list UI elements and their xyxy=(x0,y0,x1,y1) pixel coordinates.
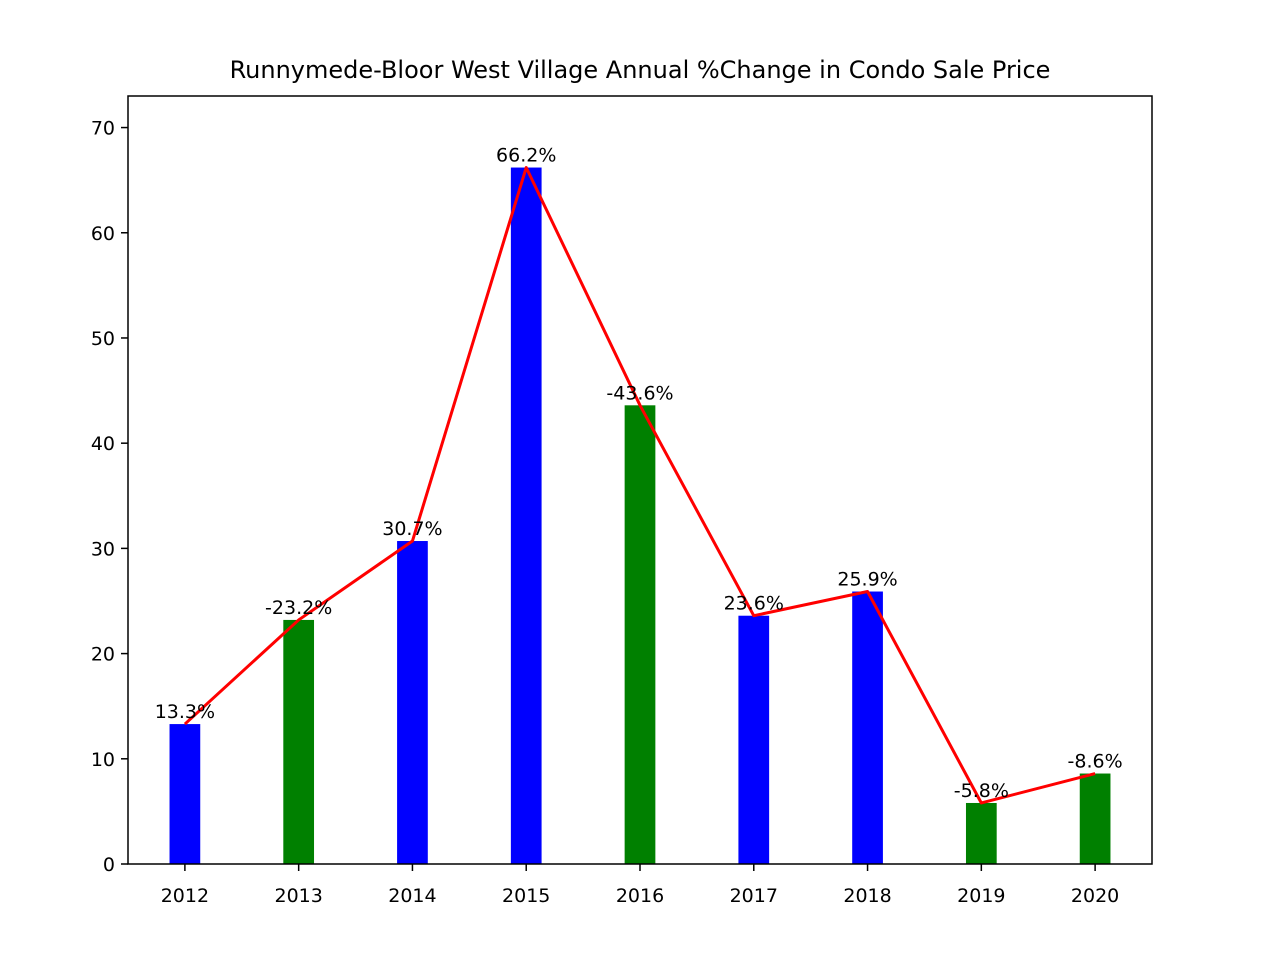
data-label-2014: 30.7% xyxy=(382,518,442,540)
y-tick-label-30: 30 xyxy=(91,538,115,560)
y-tick-label-50: 50 xyxy=(91,328,115,350)
x-tick-label-2019: 2019 xyxy=(957,885,1005,907)
bar-2020 xyxy=(1079,773,1111,864)
y-tick-label-40: 40 xyxy=(91,433,115,455)
y-tick-label-0: 0 xyxy=(103,854,115,876)
x-tick-label-2015: 2015 xyxy=(502,885,550,907)
x-tick-label-2014: 2014 xyxy=(388,885,436,907)
chart-title: Runnymede-Bloor West Village Annual %Cha… xyxy=(230,56,1051,84)
x-tick-label-2017: 2017 xyxy=(730,885,778,907)
bar-2016 xyxy=(624,405,656,864)
data-label-2018: 25.9% xyxy=(837,569,897,591)
bar-2018 xyxy=(852,591,883,864)
data-label-2016: -43.6% xyxy=(606,382,673,404)
bars-layer xyxy=(169,167,1111,864)
bar-2017 xyxy=(738,615,770,864)
data-label-2019: -5.8% xyxy=(954,780,1009,802)
bar-2013 xyxy=(283,619,315,864)
trend-line xyxy=(183,166,1096,805)
y-tick-label-20: 20 xyxy=(91,644,115,666)
y-tick-label-70: 70 xyxy=(91,118,115,140)
x-tick-label-2020: 2020 xyxy=(1071,885,1119,907)
bar-2012 xyxy=(169,724,201,864)
data-label-2013: -23.2% xyxy=(265,597,332,619)
x-tick-label-2018: 2018 xyxy=(843,885,891,907)
line-layer xyxy=(183,166,1096,805)
axes-layer: 0 10 20 30 40 50 60 70 2012 2013 2014 2015 2016 2017 2… xyxy=(91,95,1153,907)
y-tick-label-60: 60 xyxy=(91,223,115,245)
y-tick-label-10: 10 xyxy=(91,749,115,771)
x-tick-label-2016: 2016 xyxy=(616,885,664,907)
bar-2014 xyxy=(397,541,428,864)
bar-2015 xyxy=(510,167,542,864)
data-label-2015: 66.2% xyxy=(496,145,556,167)
data-label-2017: 23.6% xyxy=(724,593,784,615)
labels-layer: 13.3% -23.2% 30.7% 66.2% -43.6% 23.6% 25.9% -5.… xyxy=(155,145,1123,802)
x-tick-label-2013: 2013 xyxy=(274,885,322,907)
data-label-2012: 13.3% xyxy=(155,701,215,723)
data-label-2020: -8.6% xyxy=(1068,751,1123,773)
bar-2019 xyxy=(965,802,997,864)
x-tick-label-2012: 2012 xyxy=(161,885,209,907)
